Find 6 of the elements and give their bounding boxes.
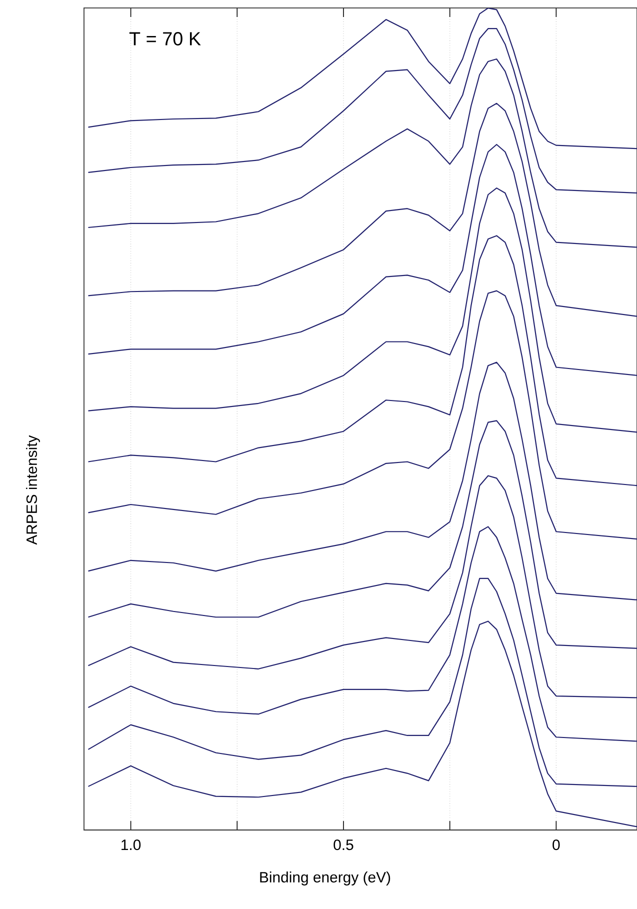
x-tick-label: 0.5 [334,840,354,850]
x-axis-title: Binding energy (eV) [260,872,390,886]
annotation: T = 70 K [129,32,201,46]
y-axis-title: ARPES intensity [26,435,40,545]
x-tick-label: 1.0 [122,840,141,850]
x-tick-label: 0 [552,840,560,850]
